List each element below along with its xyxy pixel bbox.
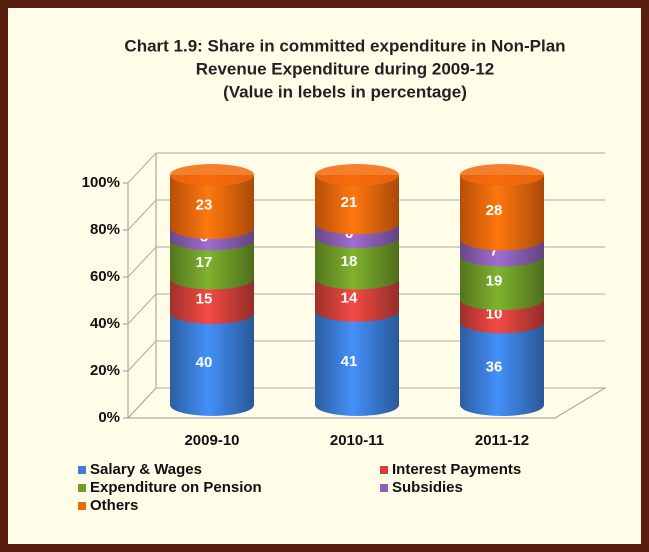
cylinder-segment xyxy=(460,255,544,311)
cylinder-segment xyxy=(315,278,399,322)
cylinder-segment xyxy=(170,175,254,239)
cylinder-segment xyxy=(460,175,544,251)
grid-line xyxy=(127,246,605,278)
legend-label: Subsidies xyxy=(392,479,463,496)
legend-swatch xyxy=(78,484,86,492)
cylinder-top xyxy=(460,164,544,186)
y-tick-label: 40% xyxy=(90,315,120,332)
x-tick-label: 2011-12 xyxy=(475,432,529,449)
data-label: 23 xyxy=(196,196,213,213)
grid-line xyxy=(127,387,605,419)
cylinder-top xyxy=(315,164,399,186)
x-tick-label: 2009-10 xyxy=(184,432,239,449)
data-label: 36 xyxy=(486,359,503,376)
x-tick-label: 2010-11 xyxy=(330,432,384,449)
y-tick-label: 0% xyxy=(98,409,120,426)
cylinder-top xyxy=(170,164,254,186)
data-label: 19 xyxy=(486,272,503,289)
legend-swatch xyxy=(380,466,388,474)
data-label: 18 xyxy=(341,253,358,270)
cylinder-segment xyxy=(315,175,399,235)
grid-line xyxy=(127,293,605,325)
legend-swatch xyxy=(380,484,388,492)
y-tick-label: 100% xyxy=(82,174,120,191)
y-tick-label: 80% xyxy=(90,221,120,238)
cylinder-segment xyxy=(170,278,254,324)
legend-label: Interest Payments xyxy=(392,461,521,478)
legend-swatch xyxy=(78,466,86,474)
y-tick-label: 20% xyxy=(90,362,120,379)
grid-line xyxy=(127,152,605,184)
data-label: 41 xyxy=(341,353,358,370)
data-label: 21 xyxy=(341,194,358,211)
y-tick-label: 60% xyxy=(90,268,120,285)
legend-label: Others xyxy=(90,497,138,514)
data-label: 15 xyxy=(196,291,213,308)
legend-label: Expenditure on Pension xyxy=(90,479,262,496)
legend-label: Salary & Wages xyxy=(90,461,202,478)
legend-swatch xyxy=(78,502,86,510)
cylinder-segment xyxy=(170,239,254,290)
chart-title: Revenue Expenditure during 2009-12 xyxy=(196,59,495,78)
data-label: 40 xyxy=(196,354,213,371)
cylinder-segment xyxy=(315,310,399,416)
cylinder-segment xyxy=(460,322,544,416)
grid-line xyxy=(127,340,605,372)
chart-subtitle: (Value in lebels in percentage) xyxy=(223,82,467,101)
cylinder-segment xyxy=(315,237,399,290)
chart-title: Chart 1.9: Share in committed expenditur… xyxy=(124,36,565,55)
cylinder-segment xyxy=(170,313,254,416)
data-label: 14 xyxy=(341,290,358,307)
data-label: 28 xyxy=(486,202,503,219)
data-label: 17 xyxy=(196,254,213,271)
grid-line xyxy=(127,199,605,231)
data-label: 7 xyxy=(490,242,498,259)
